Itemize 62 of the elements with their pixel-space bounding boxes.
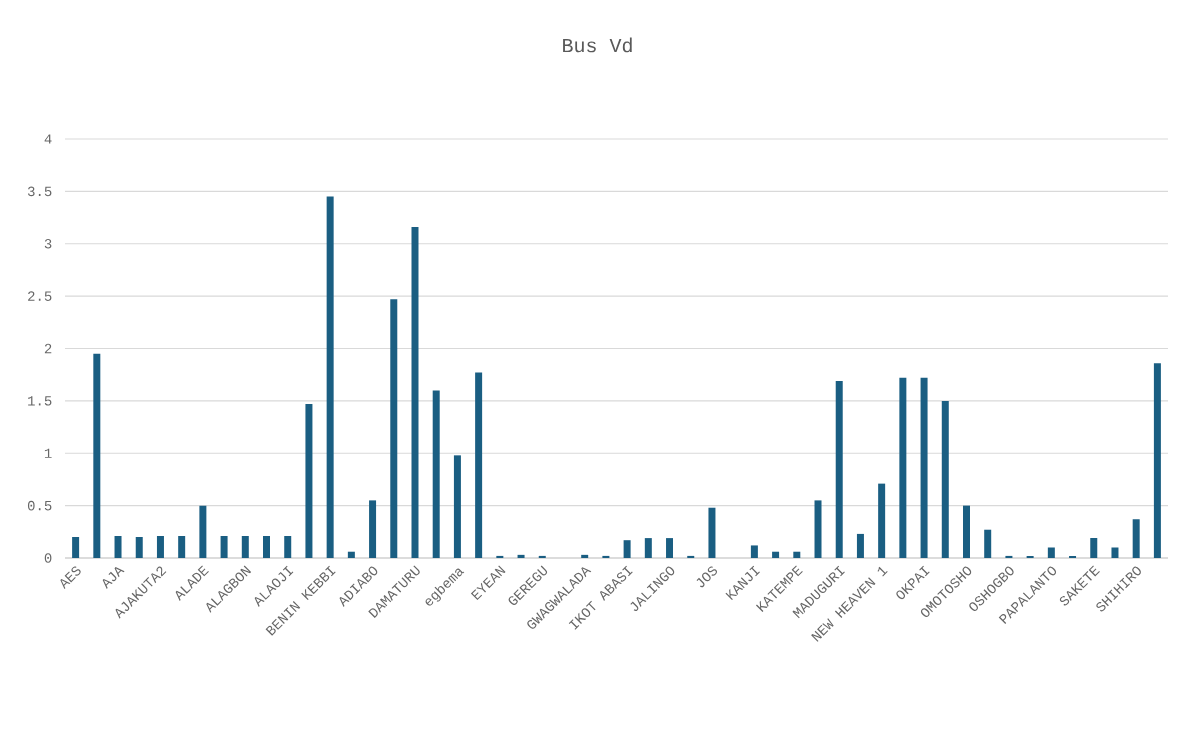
bar bbox=[962, 505, 970, 558]
x-tick-label: JOS bbox=[696, 566, 718, 588]
bar bbox=[326, 196, 334, 558]
bar bbox=[666, 538, 674, 558]
bar bbox=[772, 551, 780, 558]
bar bbox=[114, 536, 122, 558]
y-tick-label: 1.5 bbox=[28, 396, 52, 406]
bar bbox=[199, 505, 207, 558]
bar bbox=[156, 536, 164, 558]
bar bbox=[687, 555, 695, 558]
y-tick-label: 0.5 bbox=[27, 500, 52, 511]
bar bbox=[1153, 363, 1161, 558]
chart-title: Bus Vd bbox=[563, 37, 632, 53]
bar bbox=[1132, 519, 1140, 558]
bar bbox=[496, 555, 504, 558]
bar bbox=[899, 377, 907, 558]
bar bbox=[793, 551, 801, 558]
bar bbox=[1047, 547, 1055, 558]
bar bbox=[453, 455, 461, 558]
bar bbox=[241, 536, 249, 558]
bar bbox=[1026, 555, 1034, 558]
bar bbox=[72, 537, 80, 558]
bar bbox=[623, 540, 631, 558]
y-tick-label: 2 bbox=[44, 343, 52, 354]
bar bbox=[93, 353, 101, 558]
y-tick-label: 3 bbox=[44, 239, 52, 249]
bar bbox=[220, 536, 228, 558]
y-tick-label: 1 bbox=[44, 448, 52, 458]
bar bbox=[263, 536, 271, 558]
bar bbox=[602, 555, 610, 558]
bar bbox=[878, 483, 886, 558]
bar bbox=[432, 390, 440, 558]
y-tick-label: 0 bbox=[44, 553, 52, 563]
bar bbox=[305, 404, 313, 558]
x-tick-label: AES bbox=[60, 566, 81, 590]
bar bbox=[390, 299, 398, 558]
bar bbox=[856, 533, 864, 558]
bar bbox=[1069, 555, 1077, 558]
bar bbox=[538, 555, 546, 558]
bar bbox=[369, 500, 377, 558]
bar bbox=[517, 554, 525, 558]
bar bbox=[347, 551, 355, 558]
bar bbox=[835, 380, 843, 558]
bar bbox=[581, 554, 589, 558]
bar bbox=[475, 372, 483, 558]
bar bbox=[1005, 555, 1013, 558]
bar bbox=[750, 545, 758, 558]
bar bbox=[708, 507, 716, 558]
bar bbox=[920, 377, 928, 558]
bar bbox=[135, 537, 143, 558]
bar bbox=[178, 536, 186, 558]
bar bbox=[1111, 547, 1119, 558]
bar bbox=[941, 400, 949, 558]
y-tick-label: 4 bbox=[44, 134, 52, 144]
y-tick-label: 2.5 bbox=[28, 291, 52, 301]
bar bbox=[411, 226, 419, 558]
bar bbox=[284, 536, 292, 558]
bar bbox=[644, 538, 652, 558]
bar bbox=[984, 529, 992, 558]
bar bbox=[814, 500, 822, 558]
bar bbox=[1090, 538, 1098, 558]
y-tick-label: 3.5 bbox=[27, 186, 52, 197]
